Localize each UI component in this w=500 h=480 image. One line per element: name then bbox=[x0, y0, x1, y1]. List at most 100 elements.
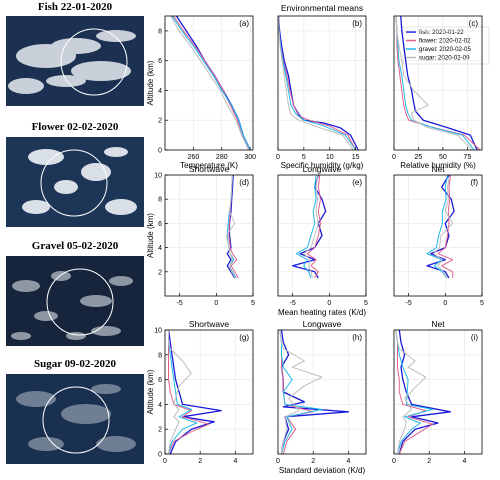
panel-title: Longwave bbox=[303, 164, 342, 174]
y-tick-label: 10 bbox=[154, 173, 162, 180]
x-tick-label: 4 bbox=[346, 458, 350, 465]
axes-frame bbox=[393, 174, 483, 297]
y-tick-label: 2 bbox=[158, 118, 162, 125]
series-line-flower bbox=[437, 174, 454, 278]
x-tick-label: 4 bbox=[233, 458, 237, 465]
series-line-flower bbox=[168, 330, 210, 455]
panel-i: 0 2 4 (i) Net bbox=[392, 319, 483, 465]
y-tick-label: 4 bbox=[158, 402, 162, 409]
series-line-flower bbox=[173, 15, 250, 151]
panel-b: 0 5 10 15 (b) Specific humidity (g/kg) bbox=[276, 15, 367, 170]
panel-e: -5 0 5 (e) Longwave bbox=[277, 164, 368, 307]
x-tick-label: 280 bbox=[216, 154, 228, 161]
panel-tag: (g) bbox=[239, 333, 249, 342]
panel-c: 0 25 50 75 (c) Relative humidity (%) bbox=[392, 15, 483, 170]
satellite-image-sugar bbox=[6, 374, 144, 464]
series-line-gravel bbox=[295, 174, 317, 279]
y-axis-label: Altitude (km) bbox=[146, 213, 155, 258]
series-line-gravel bbox=[395, 329, 434, 455]
axes-frame bbox=[277, 174, 367, 297]
series-line-fish bbox=[226, 174, 236, 279]
x-tick-label: 50 bbox=[439, 154, 447, 161]
y-tick-label: 6 bbox=[158, 377, 162, 384]
x-tick-label: 25 bbox=[415, 154, 423, 161]
series-line-fish bbox=[277, 15, 359, 151]
series-line-fish bbox=[167, 329, 222, 455]
panel-tag: (b) bbox=[352, 19, 362, 28]
series-line-gravel bbox=[171, 15, 251, 151]
panel-title: Net bbox=[431, 319, 445, 329]
series-line-sugar bbox=[278, 15, 354, 151]
series-line-fish bbox=[400, 15, 478, 151]
axes-frame bbox=[393, 329, 483, 455]
group-title: Environmental means bbox=[281, 3, 363, 13]
satellite-title-fish: Fish 22-01-2020 bbox=[37, 1, 113, 13]
satellite-image-flower-graphic bbox=[6, 137, 144, 227]
y-tick-label: 10 bbox=[154, 328, 162, 335]
y-tick-label: 8 bbox=[158, 197, 162, 204]
x-tick-label: 0 bbox=[276, 154, 280, 161]
panel-h: 0 2 4 (h) Longwave bbox=[276, 319, 367, 465]
x-tick-label: 5 bbox=[480, 300, 484, 307]
x-tick-label: 10 bbox=[326, 154, 334, 161]
x-tick-label: 0 bbox=[392, 154, 396, 161]
shared-x-axis-label: Standard deviation (K/d) bbox=[279, 466, 366, 475]
x-tick-label: 0 bbox=[443, 300, 447, 307]
x-tick-label: 0 bbox=[214, 300, 218, 307]
x-axis-label: Specific humidity (g/kg) bbox=[281, 161, 364, 170]
axes-frame bbox=[393, 15, 483, 151]
satellite-image-gravel-graphic bbox=[6, 256, 144, 346]
x-tick-label: 260 bbox=[188, 154, 200, 161]
x-tick-label: 5 bbox=[302, 154, 306, 161]
y-tick-label: 0 bbox=[158, 452, 162, 459]
satellite-title-flower: Flower 02-02-2020 bbox=[31, 121, 119, 133]
satellite-image-sugar-graphic bbox=[6, 374, 144, 464]
panel-tag: (f) bbox=[470, 178, 478, 187]
series-line-gravel bbox=[168, 330, 198, 455]
legend-box bbox=[402, 26, 490, 65]
series-line-flower bbox=[228, 174, 239, 279]
legend: fish: 2020-01-22 flower: 2020-02-02gravel… bbox=[402, 26, 490, 65]
x-tick-label: 2 bbox=[198, 458, 202, 465]
panel-title: Longwave bbox=[303, 319, 342, 329]
y-axis-label: Altitude (km) bbox=[146, 369, 155, 414]
x-tick-label: 0 bbox=[392, 458, 396, 465]
series-line-sugar bbox=[279, 329, 323, 455]
series-line-flower bbox=[306, 174, 321, 279]
series-line-sugar bbox=[170, 15, 250, 151]
panel-tag: (d) bbox=[239, 178, 249, 187]
series-line-fish bbox=[398, 329, 451, 455]
series-line-sugar bbox=[395, 15, 473, 151]
x-tick-label: 75 bbox=[463, 154, 471, 161]
shared-x-axis-label: Mean heating rates (K/d) bbox=[278, 308, 366, 317]
legend-label-gravel: gravel: 2020-02-05 bbox=[419, 46, 471, 53]
axes-frame bbox=[164, 174, 254, 297]
axes-frame bbox=[164, 15, 254, 151]
x-tick-label: 0 bbox=[327, 300, 331, 307]
y-tick-label: 2 bbox=[158, 269, 162, 276]
y-tick-label: 6 bbox=[158, 58, 162, 65]
series-line-fish bbox=[280, 329, 350, 455]
legend-label-sugar: sugar: 2020-02-09 bbox=[419, 55, 470, 62]
panel-title: Shortwave bbox=[189, 319, 229, 329]
x-tick-label: 300 bbox=[244, 154, 256, 161]
y-tick-label: 8 bbox=[158, 28, 162, 35]
panel-f: -5 0 5 (f) Net bbox=[393, 164, 484, 307]
panel-title: Shortwave bbox=[189, 164, 229, 174]
x-tick-label: 0 bbox=[163, 458, 167, 465]
panel-tag: (c) bbox=[469, 19, 479, 28]
series-line-gravel bbox=[279, 329, 323, 455]
series-line-gravel bbox=[426, 174, 448, 279]
axes-frame bbox=[277, 15, 367, 151]
panel-tag: (h) bbox=[352, 333, 362, 342]
satellite-title-gravel: Gravel 05-02-2020 bbox=[31, 240, 119, 252]
series-line-sugar bbox=[303, 174, 319, 279]
series-line-gravel bbox=[395, 15, 475, 151]
y-tick-label: 4 bbox=[158, 245, 162, 252]
x-tick-label: 2 bbox=[311, 458, 315, 465]
satellite-image-fish-graphic bbox=[6, 16, 144, 106]
panel-g: 0 2 4 0 2 4 6 8 10 Altitude (km) (g) Shortwave Stand… bbox=[146, 319, 365, 475]
y-tick-label: 8 bbox=[158, 352, 162, 359]
x-tick-label: -5 bbox=[177, 300, 183, 307]
